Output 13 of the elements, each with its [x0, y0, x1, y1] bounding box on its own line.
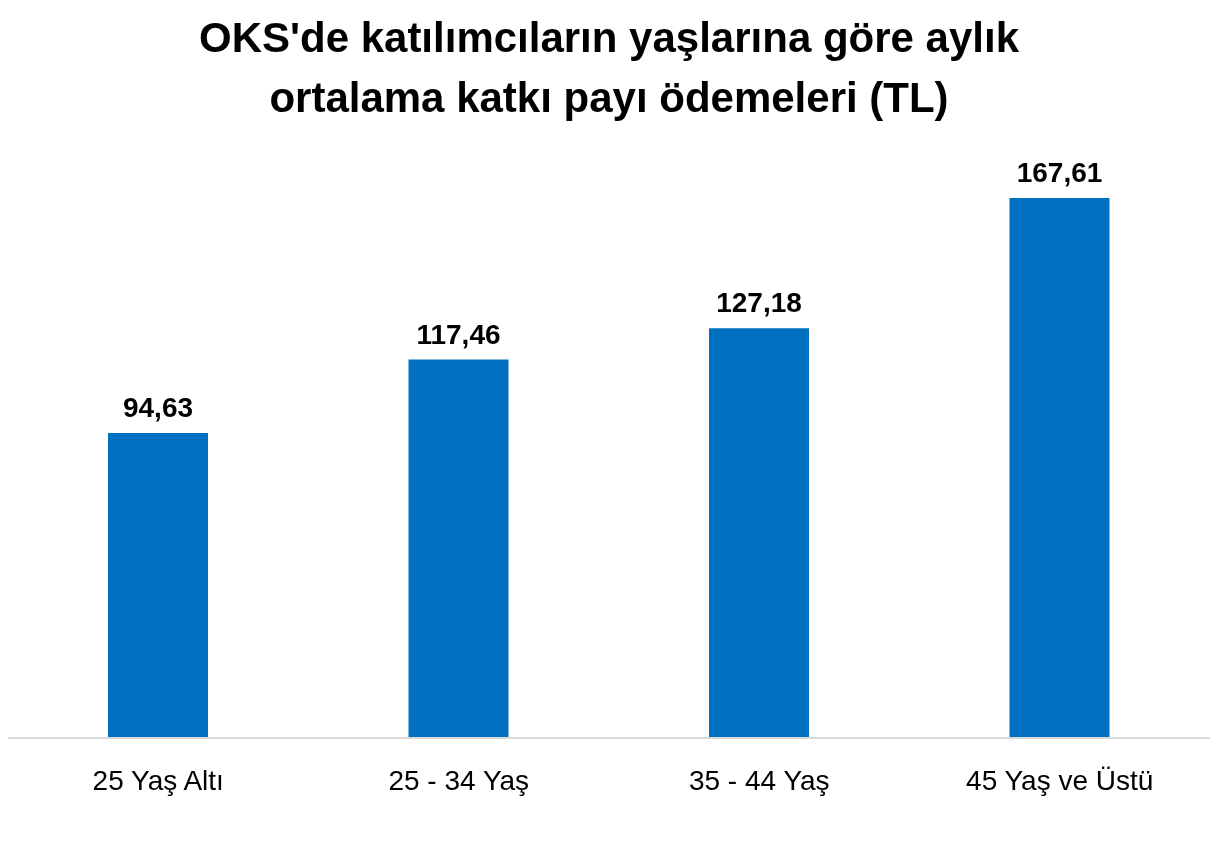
bar	[408, 359, 509, 738]
chart-title: OKS'de katılımcıların yaşlarına göre aylık ortalama katkı payı ödemeleri (TL)	[198, 13, 1020, 123]
x-tick-label: 35 - 44 Yaş	[688, 764, 830, 796]
data-label: 94,63	[122, 392, 194, 424]
data-label: 117,46	[416, 318, 501, 350]
bar	[709, 328, 809, 738]
x-tick-label: 25 - 34 Yaş	[388, 764, 530, 796]
x-tick-label: 25 Yaş Altı	[92, 764, 224, 796]
bar	[1009, 198, 1110, 738]
bar	[108, 433, 208, 738]
x-tick-label: 45 Yaş ve Üstü	[966, 764, 1154, 796]
data-label: 167,61	[1016, 157, 1103, 188]
data-label: 127,18	[716, 287, 802, 319]
